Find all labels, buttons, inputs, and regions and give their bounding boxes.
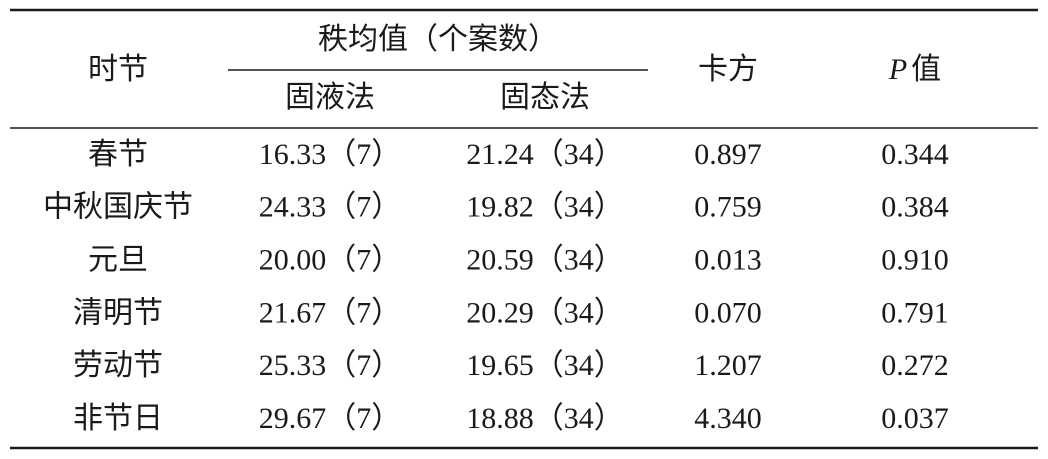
cell: 16.33（7）: [259, 138, 402, 171]
cell: 20.00（7）: [259, 243, 402, 276]
cell: 25.33（7）: [259, 349, 402, 382]
cell: 20.59（34）: [466, 243, 624, 276]
cell: 0.897: [694, 138, 762, 171]
row-label: 中秋国庆节: [43, 191, 193, 224]
cell: 18.88（34）: [466, 402, 624, 435]
header-cell: 时节: [88, 53, 148, 86]
cell: 0.272: [881, 349, 949, 382]
row-label: 清明节: [73, 296, 163, 329]
header-cell: 固态法: [500, 81, 590, 114]
cell: 24.33（7）: [259, 191, 402, 224]
cell: 0.384: [881, 191, 949, 224]
cell: 0.759: [694, 191, 762, 224]
row-label: 劳动节: [73, 349, 163, 382]
row-label: 春节: [88, 138, 148, 171]
cell: 21.67（7）: [259, 296, 402, 329]
header-italic: P: [888, 53, 907, 86]
cell: 0.013: [694, 243, 762, 276]
cell: 4.340: [694, 402, 762, 435]
cell: 0.037: [881, 402, 949, 435]
cell: 19.82（34）: [466, 191, 624, 224]
row-label: 元旦: [88, 243, 148, 276]
cell: 1.207: [694, 349, 762, 382]
cell: 29.67（7）: [259, 402, 402, 435]
cell: 0.910: [881, 243, 949, 276]
header-text: 值: [911, 53, 941, 86]
header-cell: 固液法: [285, 81, 375, 114]
cell: 19.65（34）: [466, 349, 624, 382]
table-body: 春节 16.33（7） 21.24（34） 0.897 0.344 中秋国庆节 24.33（…: [43, 138, 949, 435]
header-cell: 卡方: [698, 53, 758, 86]
cell: 20.29（34）: [466, 296, 624, 329]
cell: 0.344: [881, 138, 949, 171]
header-cell: 秩均值（个案数）: [318, 23, 558, 56]
row-label: 非节日: [73, 402, 163, 435]
cell: 21.24（34）: [466, 138, 624, 171]
cell: 0.791: [881, 296, 949, 329]
cell: 0.070: [694, 296, 762, 329]
